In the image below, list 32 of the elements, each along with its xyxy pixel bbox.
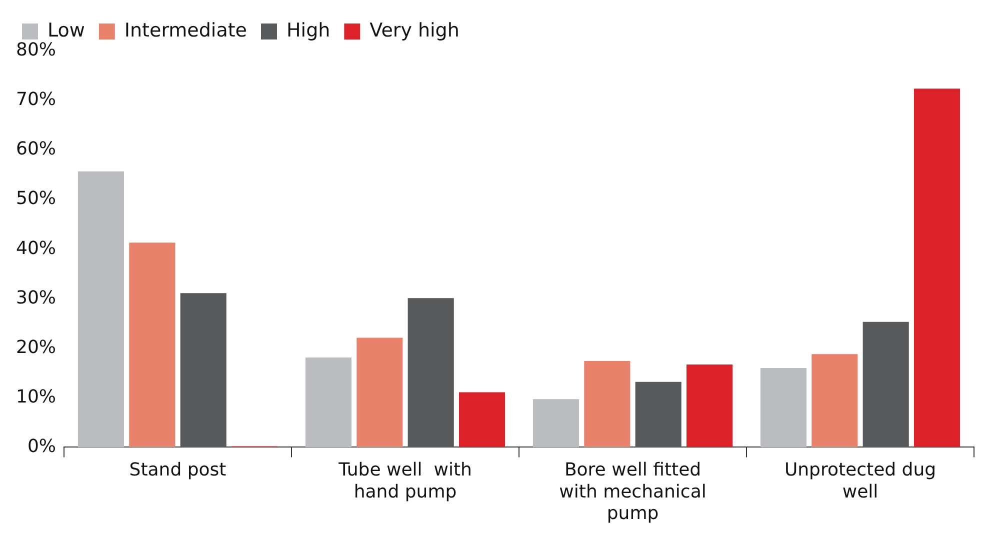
bar	[686, 364, 733, 448]
y-tick-label: 30%	[16, 287, 56, 308]
bar	[862, 322, 909, 448]
y-tick-label: 50%	[16, 188, 56, 210]
x-tick-label: Tube well with hand pump	[338, 460, 472, 502]
y-tick-label: 70%	[16, 89, 56, 110]
y-tick-label: 60%	[16, 138, 56, 160]
y-tick-label: 20%	[16, 336, 56, 358]
bar	[532, 399, 580, 448]
bar	[305, 358, 352, 448]
bar	[459, 392, 506, 448]
bar	[78, 171, 124, 448]
y-tick-label: 80%	[16, 40, 56, 61]
bar	[180, 293, 226, 448]
bar	[812, 354, 858, 448]
legend-label: Intermediate	[124, 19, 248, 42]
bar	[129, 242, 176, 448]
x-tick-label: Bore well fitted with mechanical pump	[559, 460, 706, 524]
y-tick-label: 10%	[16, 386, 56, 408]
legend-label: Low	[48, 19, 85, 42]
bar	[408, 298, 454, 448]
bar	[635, 382, 682, 448]
bar	[760, 368, 807, 448]
bar	[914, 88, 960, 448]
y-tick-label: 0%	[27, 436, 56, 457]
x-tick-label: Unprotected dug well	[784, 460, 936, 502]
bar	[356, 338, 403, 448]
x-tick-label: Stand post	[129, 460, 226, 481]
legend-label: Very high	[370, 19, 460, 42]
y-tick-label: 40%	[16, 238, 56, 259]
bar	[584, 361, 630, 448]
legend-label: High	[286, 19, 330, 42]
